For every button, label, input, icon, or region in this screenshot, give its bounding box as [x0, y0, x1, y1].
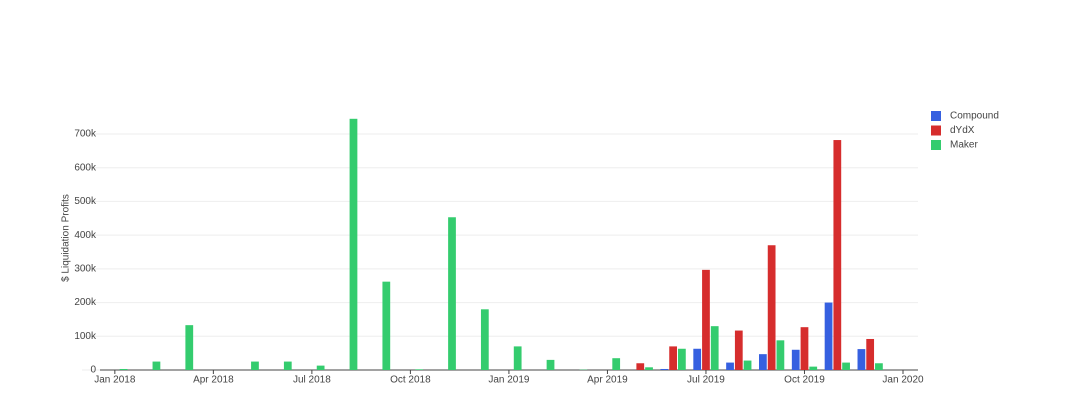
bar	[185, 325, 194, 370]
x-tick-label: Apr 2018	[193, 375, 234, 386]
bar	[612, 358, 621, 370]
x-tick-label: Jan 2019	[488, 375, 530, 386]
bar	[702, 269, 710, 370]
bar	[791, 349, 800, 370]
bar	[382, 281, 391, 370]
bar	[152, 361, 161, 370]
x-tick-label: Jul 2018	[293, 375, 331, 386]
bar	[693, 348, 702, 370]
bar	[875, 363, 883, 370]
bar	[809, 366, 818, 370]
x-tick-label: Oct 2018	[390, 375, 431, 386]
legend-label: Compound	[950, 111, 999, 122]
bar	[448, 217, 456, 370]
x-tick-label: Oct 2019	[784, 375, 825, 386]
x-tick-label: Jul 2019	[687, 375, 725, 386]
bar	[513, 346, 522, 370]
bar	[349, 118, 358, 370]
legend-label: Maker	[950, 140, 978, 151]
bar	[800, 327, 809, 370]
bar	[645, 367, 653, 370]
legend-swatch	[931, 140, 941, 150]
y-tick-label: 200k	[74, 297, 97, 308]
y-tick-label: 700k	[74, 129, 97, 140]
legend-label: dYdX	[950, 125, 975, 136]
bar	[726, 362, 734, 370]
bar	[734, 330, 743, 370]
bar	[677, 348, 686, 370]
y-tick-label: 0	[90, 365, 96, 376]
bar	[842, 362, 850, 370]
bar	[636, 363, 645, 370]
bar	[119, 368, 128, 370]
bar	[824, 302, 833, 370]
y-tick-label: 600k	[74, 162, 97, 173]
bar	[480, 309, 489, 370]
y-axis-label: $ Liquidation Profits	[61, 194, 72, 282]
bar	[866, 338, 875, 370]
y-tick-label: 500k	[74, 196, 97, 207]
bar	[316, 365, 325, 370]
bar	[776, 340, 785, 370]
legend-swatch	[931, 125, 941, 136]
bar	[283, 361, 292, 370]
bar	[743, 360, 752, 370]
bar	[767, 245, 776, 370]
x-tick-label: Jan 2020	[882, 375, 924, 386]
x-tick-label: Jan 2018	[94, 375, 136, 386]
bar	[710, 326, 719, 370]
bar	[759, 354, 767, 370]
bar	[833, 140, 842, 370]
bar	[857, 349, 866, 370]
bar	[415, 369, 424, 370]
bar	[669, 346, 677, 370]
bar	[251, 361, 259, 370]
y-tick-label: 400k	[74, 230, 97, 241]
legend-swatch	[931, 111, 941, 121]
y-tick-label: 100k	[74, 331, 97, 342]
bar	[660, 368, 669, 370]
bar	[546, 359, 555, 370]
y-tick-label: 300k	[74, 263, 97, 274]
x-tick-label: Apr 2019	[587, 375, 628, 386]
